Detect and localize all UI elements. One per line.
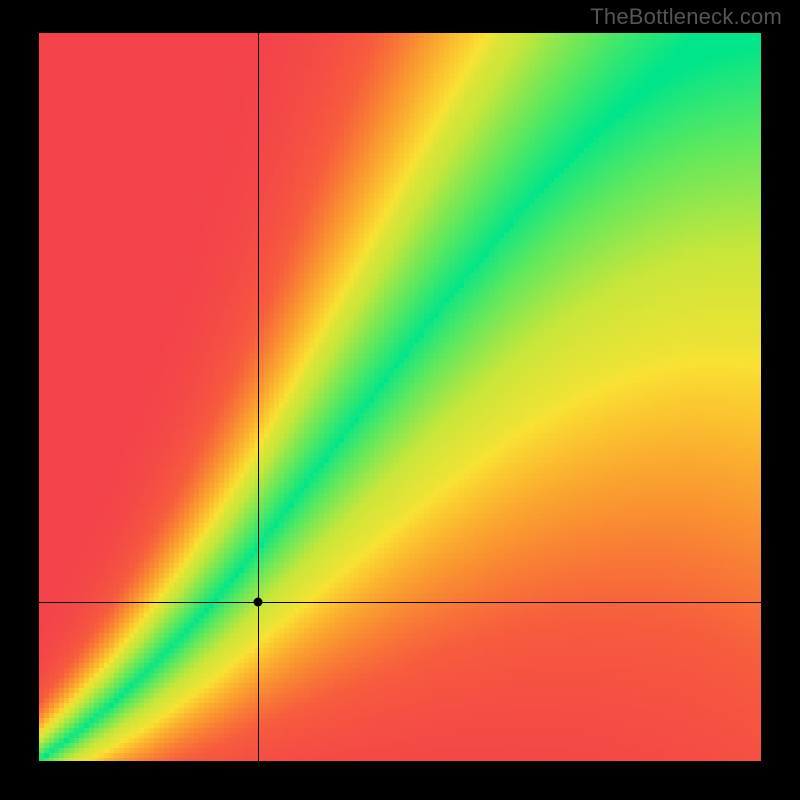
crosshair-marker	[253, 597, 262, 606]
crosshair-vertical	[258, 33, 259, 761]
crosshair-horizontal	[39, 602, 761, 603]
watermark-text: TheBottleneck.com	[590, 4, 782, 30]
heatmap-canvas	[39, 33, 761, 761]
heatmap-plot	[39, 33, 761, 761]
chart-container: TheBottleneck.com	[0, 0, 800, 800]
